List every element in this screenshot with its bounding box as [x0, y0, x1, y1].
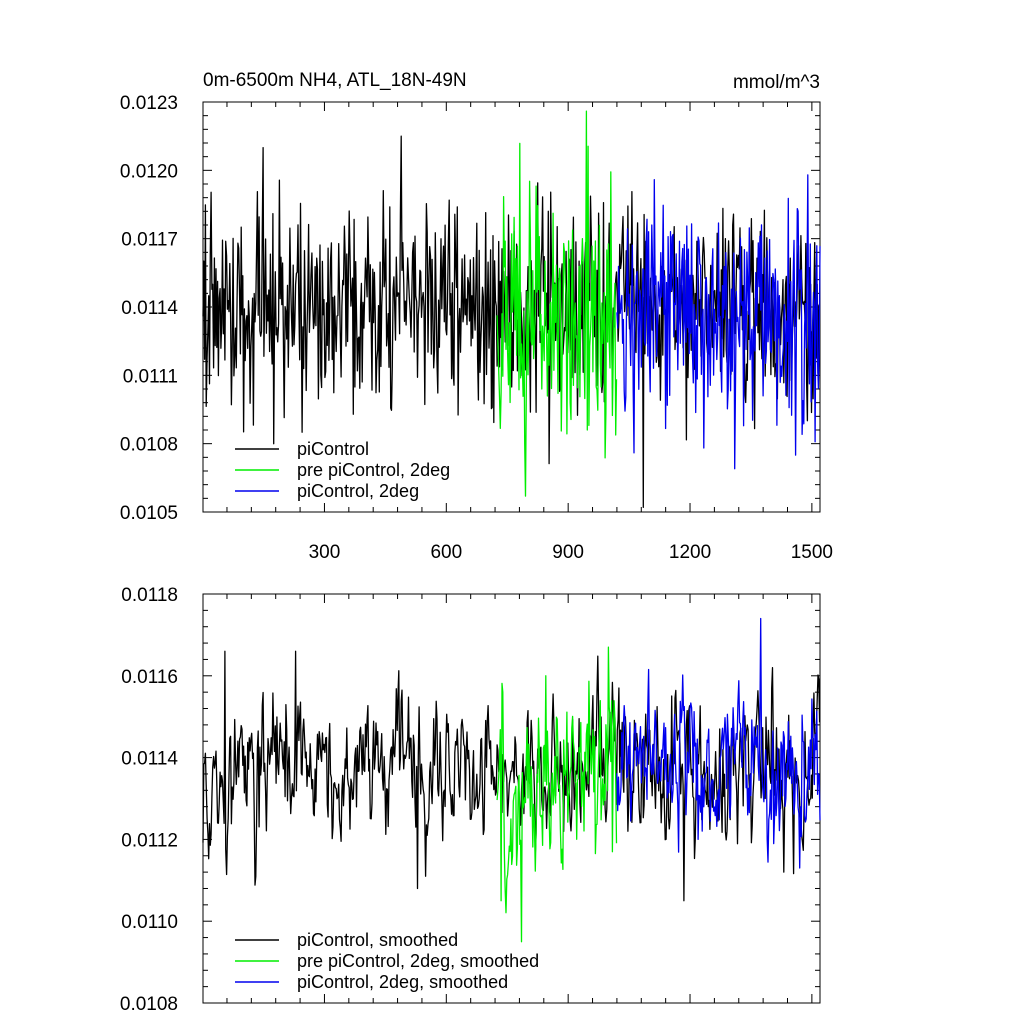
legend-label: piControl, 2deg	[297, 481, 419, 501]
y-tick-label: 0.0112	[121, 830, 178, 851]
series-line	[202, 650, 821, 902]
series-line	[496, 646, 618, 943]
y-tick-label: 0.0108	[120, 994, 178, 1015]
y-tick-label: 0.0105	[120, 503, 178, 524]
legend-label: piControl, smoothed	[297, 930, 458, 950]
y-tick-label: 0.0108	[120, 435, 178, 456]
x-tick-label: 600	[430, 542, 462, 563]
y-tick-label: 0.0117	[121, 230, 178, 251]
y-tick-label: 0.0116	[121, 667, 178, 688]
bottom-panel: 0.0108 0.0110 0.0112 0.0114 0.0116 0.0118 piCo…	[120, 585, 821, 1015]
y-tick-label: 0.0118	[121, 585, 178, 606]
legend-label: pre piControl, 2deg	[297, 460, 450, 480]
legend-label: pre piControl, 2deg, smoothed	[297, 951, 539, 971]
legend-label: piControl, 2deg, smoothed	[297, 972, 508, 992]
x-tick-label: 1500	[791, 542, 833, 563]
series-line	[616, 617, 821, 869]
units-label: mmol/m^3	[733, 72, 820, 93]
chart-title: 0m-6500m NH4, ATL_18N-49N	[203, 70, 467, 91]
y-tick-label: 0.0114	[121, 749, 178, 770]
y-tick-label: 0.0111	[123, 366, 178, 387]
y-tick-label: 0.0114	[121, 298, 178, 319]
y-tick-label: 0.0123	[120, 93, 178, 114]
x-tick-label: 1200	[669, 542, 711, 563]
series-line	[496, 110, 618, 497]
y-tick-label: 0.0110	[121, 912, 178, 933]
y-tick-label: 0.0120	[120, 161, 178, 182]
x-tick-label: 900	[552, 542, 584, 563]
legend-label: piControl	[297, 439, 369, 459]
top-panel: 0m-6500m NH4, ATL_18N-49N mmol/m^3 0.010…	[120, 70, 833, 563]
series-line	[616, 174, 821, 470]
x-tick-label: 300	[309, 542, 341, 563]
